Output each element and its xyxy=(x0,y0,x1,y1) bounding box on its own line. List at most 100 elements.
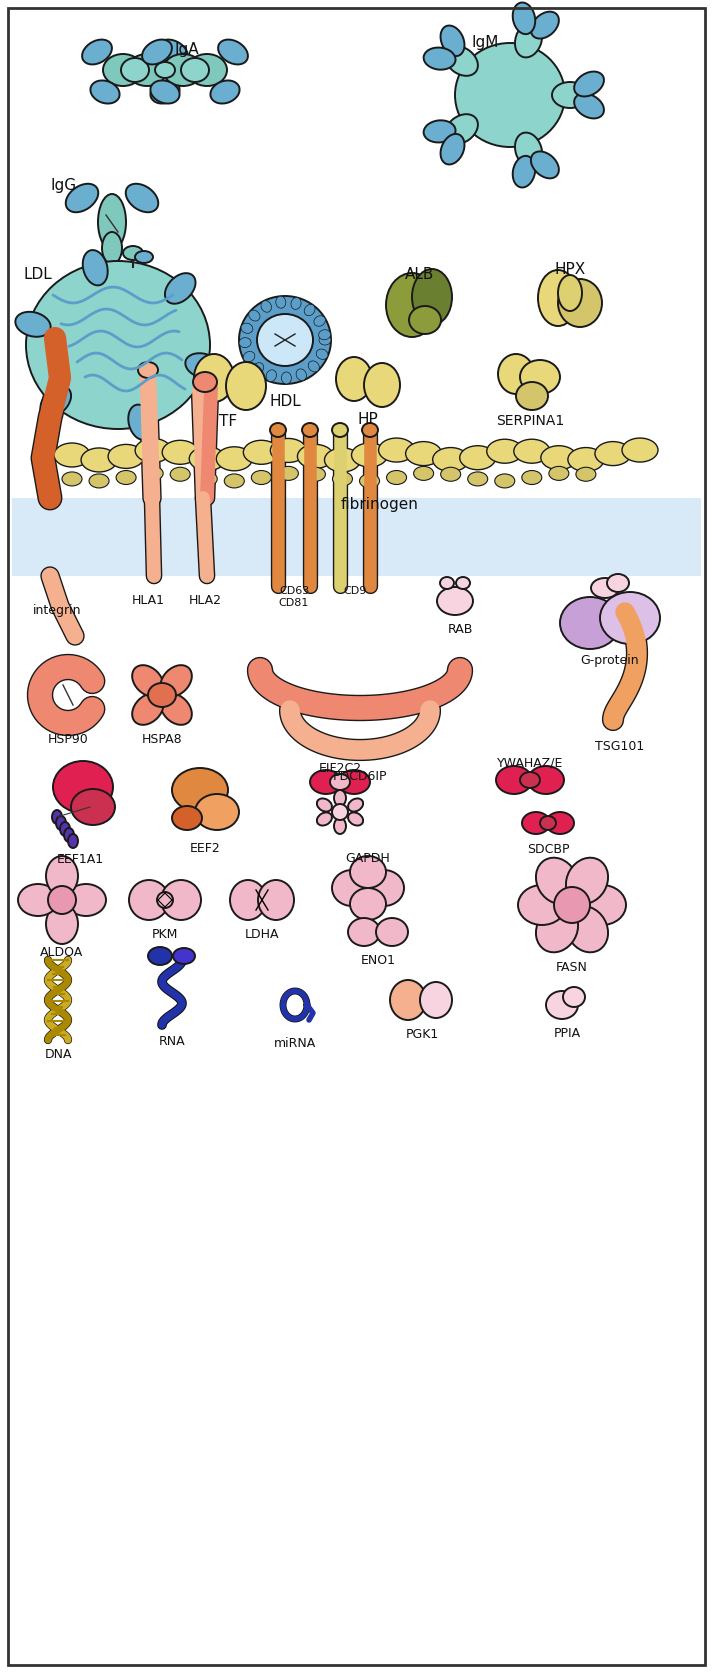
Ellipse shape xyxy=(314,316,325,326)
Ellipse shape xyxy=(278,467,298,480)
Ellipse shape xyxy=(165,273,195,304)
Ellipse shape xyxy=(218,40,248,65)
Ellipse shape xyxy=(437,587,473,616)
Ellipse shape xyxy=(424,47,456,70)
Ellipse shape xyxy=(441,134,464,164)
Ellipse shape xyxy=(181,59,209,82)
Ellipse shape xyxy=(549,467,569,480)
Ellipse shape xyxy=(216,447,252,470)
Ellipse shape xyxy=(132,693,163,724)
Ellipse shape xyxy=(64,828,74,842)
Ellipse shape xyxy=(142,40,172,65)
Ellipse shape xyxy=(515,132,542,167)
Ellipse shape xyxy=(576,467,596,482)
Ellipse shape xyxy=(102,233,122,264)
Ellipse shape xyxy=(424,120,456,142)
Ellipse shape xyxy=(198,472,217,485)
Ellipse shape xyxy=(163,54,203,85)
Ellipse shape xyxy=(270,438,307,462)
Ellipse shape xyxy=(324,448,361,472)
Ellipse shape xyxy=(552,82,588,109)
Ellipse shape xyxy=(520,771,540,788)
Ellipse shape xyxy=(574,72,604,97)
Ellipse shape xyxy=(148,947,172,965)
Ellipse shape xyxy=(266,370,277,381)
Ellipse shape xyxy=(566,907,608,952)
Text: PKM: PKM xyxy=(152,929,178,940)
Text: DNA: DNA xyxy=(44,1047,72,1061)
Ellipse shape xyxy=(18,883,58,917)
Ellipse shape xyxy=(103,54,143,85)
Ellipse shape xyxy=(302,423,318,437)
Ellipse shape xyxy=(332,472,352,485)
Ellipse shape xyxy=(187,54,227,85)
Ellipse shape xyxy=(291,298,301,310)
Ellipse shape xyxy=(317,798,332,811)
Ellipse shape xyxy=(16,311,51,336)
Ellipse shape xyxy=(336,356,372,402)
Ellipse shape xyxy=(108,445,144,468)
Ellipse shape xyxy=(334,818,346,835)
Ellipse shape xyxy=(460,445,496,470)
Ellipse shape xyxy=(563,987,585,1007)
Ellipse shape xyxy=(350,857,386,888)
Text: IgA: IgA xyxy=(175,42,200,57)
Ellipse shape xyxy=(210,80,240,104)
Ellipse shape xyxy=(536,858,578,903)
Ellipse shape xyxy=(364,363,400,407)
Ellipse shape xyxy=(173,949,195,964)
Ellipse shape xyxy=(150,80,180,104)
Ellipse shape xyxy=(125,184,158,212)
Ellipse shape xyxy=(282,371,292,385)
Ellipse shape xyxy=(591,577,619,597)
Ellipse shape xyxy=(261,301,272,313)
Ellipse shape xyxy=(304,304,315,316)
Ellipse shape xyxy=(193,371,217,391)
Ellipse shape xyxy=(123,246,143,259)
Ellipse shape xyxy=(531,12,559,38)
Ellipse shape xyxy=(296,368,307,380)
Text: TF: TF xyxy=(219,413,237,428)
Text: ALB: ALB xyxy=(405,268,435,283)
Ellipse shape xyxy=(414,467,434,480)
Ellipse shape xyxy=(319,330,331,340)
Ellipse shape xyxy=(558,274,582,311)
Ellipse shape xyxy=(495,473,515,489)
Ellipse shape xyxy=(172,806,202,830)
Ellipse shape xyxy=(170,467,190,482)
Ellipse shape xyxy=(359,473,379,489)
Ellipse shape xyxy=(116,470,136,485)
Text: miRNA: miRNA xyxy=(274,1037,316,1051)
Text: HLA1: HLA1 xyxy=(131,594,165,607)
Ellipse shape xyxy=(607,574,629,592)
Ellipse shape xyxy=(138,361,158,378)
Ellipse shape xyxy=(440,577,454,589)
Text: IgM: IgM xyxy=(471,35,498,50)
Ellipse shape xyxy=(195,795,239,830)
Ellipse shape xyxy=(26,261,210,428)
Ellipse shape xyxy=(528,766,564,795)
Ellipse shape xyxy=(536,907,578,952)
Ellipse shape xyxy=(441,25,464,57)
Ellipse shape xyxy=(386,273,438,336)
Text: ENO1: ENO1 xyxy=(361,954,396,967)
Ellipse shape xyxy=(310,770,342,795)
Ellipse shape xyxy=(46,857,78,897)
Ellipse shape xyxy=(54,443,90,467)
Ellipse shape xyxy=(578,885,626,925)
Ellipse shape xyxy=(81,448,117,472)
Ellipse shape xyxy=(513,156,535,187)
Ellipse shape xyxy=(445,114,478,144)
Ellipse shape xyxy=(516,381,548,410)
Text: CD9: CD9 xyxy=(344,586,366,596)
Text: LDL: LDL xyxy=(24,268,52,283)
Ellipse shape xyxy=(513,2,535,33)
Ellipse shape xyxy=(379,438,414,462)
Ellipse shape xyxy=(364,870,404,907)
Text: PGK1: PGK1 xyxy=(406,1027,438,1041)
Ellipse shape xyxy=(568,448,604,472)
Text: HSPA8: HSPA8 xyxy=(142,733,183,746)
Ellipse shape xyxy=(319,335,331,345)
FancyBboxPatch shape xyxy=(12,499,701,576)
Ellipse shape xyxy=(83,249,108,286)
